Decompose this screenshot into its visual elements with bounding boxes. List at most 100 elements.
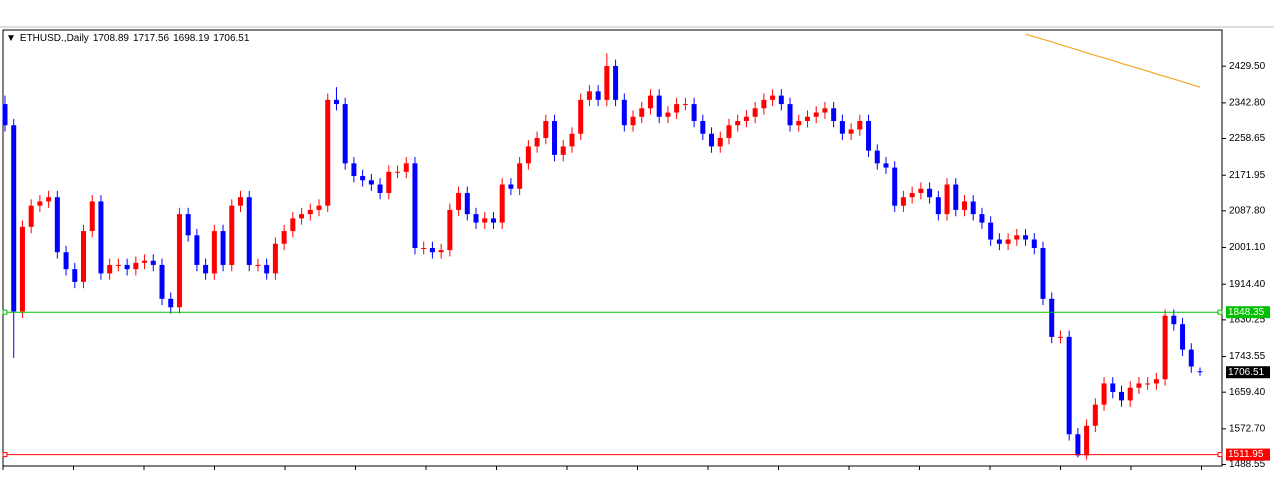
candle-body [595,91,601,100]
candle-body [674,104,680,113]
candle-body [988,222,994,240]
y-tick-label: 1572.70 [1229,424,1266,435]
candle-body [1136,383,1142,388]
candle-body [421,248,427,249]
candle-body [839,121,845,134]
candle-body [743,116,749,122]
level-label-box [1226,448,1270,461]
candle-body [900,197,906,206]
y-tick-label: 2087.80 [1229,205,1266,216]
candle-body [517,163,523,189]
candle-body [351,163,357,177]
candle-body [395,171,401,173]
candle-body [996,239,1002,244]
candle-body [37,201,43,206]
candle-body [107,264,113,274]
candle-body [813,112,819,117]
candle-body [586,91,592,100]
candle-body [299,214,305,219]
candle-body [159,264,165,299]
candle-body [735,121,741,126]
candle-body [1145,383,1151,385]
candle-body [1153,379,1159,384]
candle-body [473,214,479,223]
candle-body [691,104,697,122]
candle-body [1066,336,1072,435]
candle-body [316,205,322,210]
candle-body [46,197,52,202]
candle-body [1084,425,1090,456]
header: ▼ ETHUSD.,Daily 1708.89 1717.56 1698.19 1706.… [6,33,253,44]
y-tick-label: 2171.95 [1229,170,1266,181]
candle-body [246,197,252,265]
candle-body [848,129,854,134]
candle-body [621,99,627,126]
candle-body [333,99,339,105]
plot-frame [2,29,1223,467]
candle-body [778,95,784,105]
candle-body [909,192,915,198]
candle-body [866,121,872,151]
candle-body [386,171,392,193]
candle-body [238,197,244,206]
candle-body [19,226,25,312]
candle-body [368,180,374,185]
candle-body [709,133,715,147]
level-label: 1511.95 [1228,449,1264,460]
candle-body [534,137,540,147]
ohlc-close: 1706.51 [213,33,250,44]
candle-body [1127,387,1133,401]
symbol: ETHUSD.,Daily [19,33,89,44]
candle-body [54,197,60,253]
candle-body [918,188,924,193]
candle-body [220,231,226,265]
y-tick-label: 2342.80 [1229,98,1266,109]
candle-body [194,235,200,265]
moving-average [1025,33,1201,88]
candle-body [1118,391,1124,401]
y-tick-label: 1659.40 [1229,387,1266,398]
candle-body [412,163,418,248]
candle-body [883,163,889,168]
candle-body [630,116,636,126]
candle-body [325,99,331,206]
candle-body [98,201,104,274]
candle-body [1040,248,1046,299]
candle-body [456,192,462,210]
candle-body [72,269,78,282]
candle-body [560,146,566,155]
candle-body [482,218,488,223]
candle-body [613,65,619,100]
candle-body [656,95,662,117]
level-handle [2,452,8,458]
candle-body [970,201,976,215]
candle-body [176,214,182,308]
candle-body [124,264,130,270]
candle-body [569,133,575,147]
candle-body [203,264,209,274]
candle-body [787,104,793,126]
candle-body [1014,235,1020,240]
candle-body [1057,336,1063,338]
candle-body [438,250,444,253]
candle-body [2,104,8,126]
candle-body [211,231,217,274]
candle-body [499,184,505,223]
candle-body [307,209,313,215]
candle-body [403,163,409,172]
candle-body [1005,239,1011,244]
level-label-box [1226,306,1270,319]
candle-body [89,201,95,232]
candle-body [1075,434,1081,456]
y-tick-label: 2001.10 [1229,242,1266,253]
candle-body [508,184,514,189]
price-label-box [1226,366,1270,379]
candle-body [647,95,653,109]
candle-body [927,188,933,198]
candle-body [281,231,287,244]
ohlc-low: 1698.19 [173,33,210,44]
candle-body [229,205,235,265]
y-tick-label: 1914.40 [1229,279,1266,290]
candle-body [700,121,706,134]
y-tick-label: 2429.50 [1229,61,1266,72]
